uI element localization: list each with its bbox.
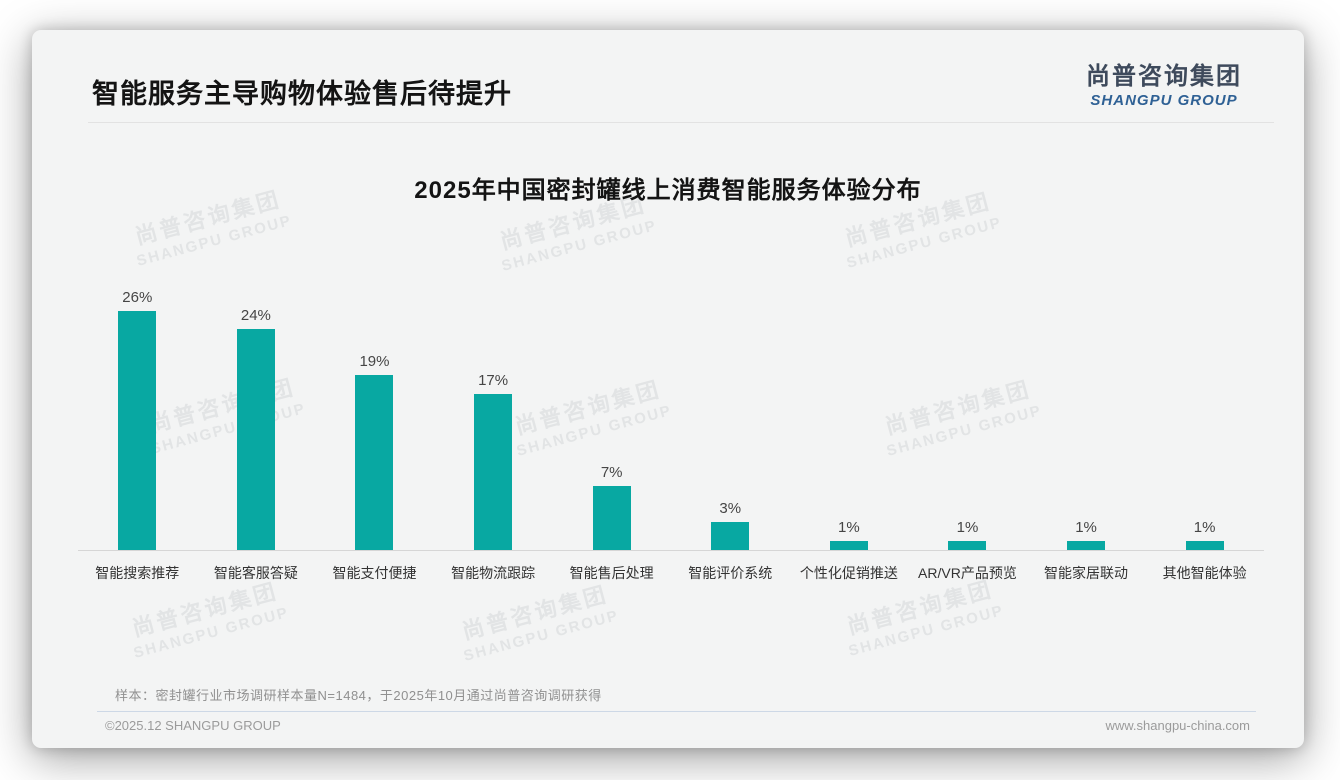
- page-title: 智能服务主导购物体验售后待提升: [92, 79, 512, 109]
- company-logo: 尚普咨询集团 SHANGPU GROUP: [1086, 56, 1242, 109]
- category-axis: 智能搜索推荐 智能客服答疑 智能支付便捷 智能物流跟踪 智能售后处理 智能评价系统 个性化促…: [78, 563, 1264, 583]
- bar-value-label: 1%: [838, 518, 860, 536]
- bar-group: 1%: [908, 519, 1027, 550]
- bar: [711, 522, 750, 550]
- logo-english-text: SHANGPU GROUP: [1090, 92, 1238, 109]
- bar-value-label: 7%: [600, 463, 623, 481]
- sample-footnote: 样本：密封罐行业市场调研样本量N=1484，于2025年10月通过尚普咨询调研获…: [115, 688, 602, 703]
- bar: [829, 540, 868, 550]
- slide-content: 智能服务主导购物体验售后待提升 尚普咨询集团 SHANGPU GROUP 202…: [32, 30, 1304, 748]
- slide-footer: ©2025.12 SHANGPU GROUP www.shangpu-china…: [97, 711, 1256, 733]
- copyright-text: ©2025.12 SHANGPU GROUP: [105, 718, 281, 733]
- website-text: www.shangpu-china.com: [1105, 718, 1250, 733]
- category-label: AR/VR产品预览: [918, 565, 1017, 581]
- slide-card: 尚普咨询集团 SHANGPU GROUP 尚普咨询集团 SHANGPU GROUP 尚普…: [32, 30, 1304, 748]
- bar-group: 17%: [434, 372, 553, 550]
- category-label: 智能客服答疑: [213, 565, 298, 581]
- bar-group: 1%: [790, 519, 909, 550]
- chart-title: 2025年中国密封罐线上消费智能服务体验分布: [414, 177, 922, 204]
- bar-group: 7%: [552, 464, 671, 550]
- bar-group: 1%: [1027, 519, 1146, 550]
- bar-group: 1%: [1145, 519, 1264, 550]
- bar-value-label: 24%: [240, 307, 271, 325]
- category-label: 个性化促销推送: [799, 565, 898, 581]
- category-label: 智能售后处理: [569, 565, 654, 581]
- header-divider: [88, 122, 1274, 123]
- bar: [355, 375, 394, 550]
- bar: [1067, 540, 1106, 550]
- bar: [474, 393, 513, 550]
- bar-value-label: 1%: [956, 518, 979, 536]
- category-label: 智能搜索推荐: [95, 565, 180, 581]
- plot-area: 26% 24% 19% 17% 7% 3% 1% 1% 1% 1%: [78, 280, 1264, 551]
- bar: [1185, 540, 1224, 550]
- category-label: 智能家居联动: [1044, 565, 1129, 581]
- category-label: 智能物流跟踪: [451, 565, 536, 581]
- bar-group: 24%: [197, 307, 316, 550]
- bar-group: 3%: [671, 500, 790, 550]
- category-label: 智能评价系统: [688, 565, 773, 581]
- bar-value-label: 17%: [478, 371, 509, 389]
- category-label: 其他智能体验: [1162, 565, 1247, 581]
- bar: [592, 485, 631, 550]
- bar-value-label: 1%: [1075, 518, 1097, 536]
- category-label: 智能支付便捷: [332, 565, 417, 581]
- bar: [236, 329, 275, 550]
- bar: [118, 310, 157, 550]
- bar-value-label: 1%: [1193, 518, 1216, 536]
- logo-chinese-text: 尚普咨询集团: [1086, 63, 1242, 90]
- bar-value-label: 26%: [122, 288, 153, 306]
- bar-group: 26%: [78, 289, 197, 550]
- bar-value-label: 3%: [719, 500, 742, 518]
- bar-value-label: 19%: [359, 353, 390, 371]
- bar-group: 19%: [315, 353, 434, 550]
- bar: [948, 540, 987, 550]
